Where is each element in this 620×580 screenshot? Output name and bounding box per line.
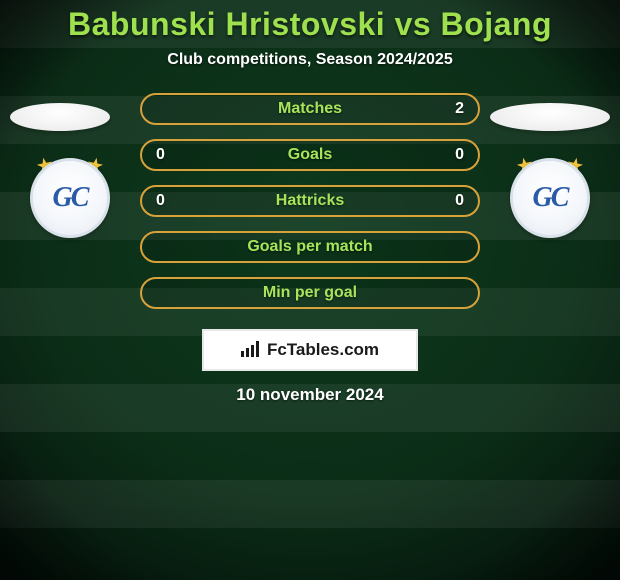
stat-value-left: 0 [156, 192, 165, 210]
date-text: 10 november 2024 [236, 385, 383, 405]
stat-label: Goals per match [247, 238, 372, 256]
stat-row: Min per goal [140, 277, 480, 309]
watermark-text: FcTables.com [267, 340, 379, 360]
stat-value-right: 0 [455, 192, 464, 210]
page-subtitle: Club competitions, Season 2024/2025 [167, 51, 452, 69]
signal-bars-icon [241, 341, 261, 360]
stat-label: Matches [278, 100, 342, 118]
club-badge-circle: GC [30, 158, 110, 238]
stat-row: Goals per match [140, 231, 480, 263]
club-badge-right: ★ ★ GC [500, 153, 600, 238]
player-photo-right [490, 103, 610, 131]
watermark-box: FcTables.com [202, 329, 418, 371]
stat-label: Min per goal [263, 284, 357, 302]
stat-value-left: 0 [156, 146, 165, 164]
stat-label: Hattricks [276, 192, 344, 210]
club-badge-circle: GC [510, 158, 590, 238]
club-monogram: GC [53, 182, 88, 214]
stat-value-right: 2 [455, 100, 464, 118]
stat-rows: Matches 2 0 Goals 0 0 Hattricks 0 Goals per matc… [140, 93, 480, 309]
stat-label: Goals [288, 146, 332, 164]
comparison-stage: ★ ★ GC ★ ★ GC Matches20Goals00Hattricks0… [0, 93, 620, 580]
stat-value-right: 0 [455, 146, 464, 164]
player-photo-left [10, 103, 110, 131]
stat-row: Matches 2 [140, 93, 480, 125]
page-title: Babunski Hristovski vs Bojang [68, 6, 552, 43]
stat-row: 0 Goals 0 [140, 139, 480, 171]
club-badge-left: ★ ★ GC [20, 153, 120, 238]
club-monogram: GC [533, 182, 568, 214]
content-root: Babunski Hristovski vs Bojang Club compe… [0, 0, 620, 580]
stat-row: 0 Hattricks 0 [140, 185, 480, 217]
